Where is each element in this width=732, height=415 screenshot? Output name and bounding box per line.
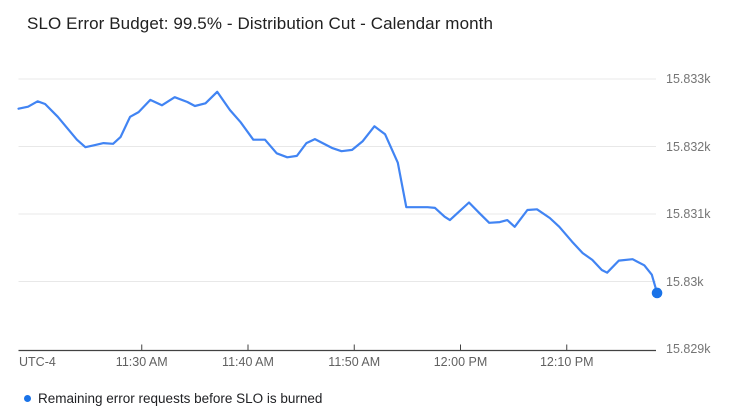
x-tick-label: 11:30 AM [115,355,168,369]
y-tick-label: 15.833k [666,72,711,86]
x-tick-label: 12:10 PM [539,355,594,369]
y-tick-label: 15.829k [666,342,711,356]
legend-label: Remaining error requests before SLO is b… [38,390,323,406]
x-tick-label: 11:50 AM [328,355,381,369]
chart-title: SLO Error Budget: 99.5% - Distribution C… [27,14,494,33]
y-tick-label: 15.83k [666,274,704,289]
y-tick-label: 15.831k [666,207,711,221]
timezone-label: UTC-4 [19,355,56,369]
x-tick-label: 12:00 PM [433,355,488,369]
legend: Remaining error requests before SLO is b… [24,389,322,407]
legend-series-dot-icon [24,394,31,402]
y-tick-label: 15.832k [666,139,711,154]
series-end-point-dot [651,287,663,299]
x-tick-label: 11:40 AM [222,355,274,369]
series-line [17,90,659,295]
